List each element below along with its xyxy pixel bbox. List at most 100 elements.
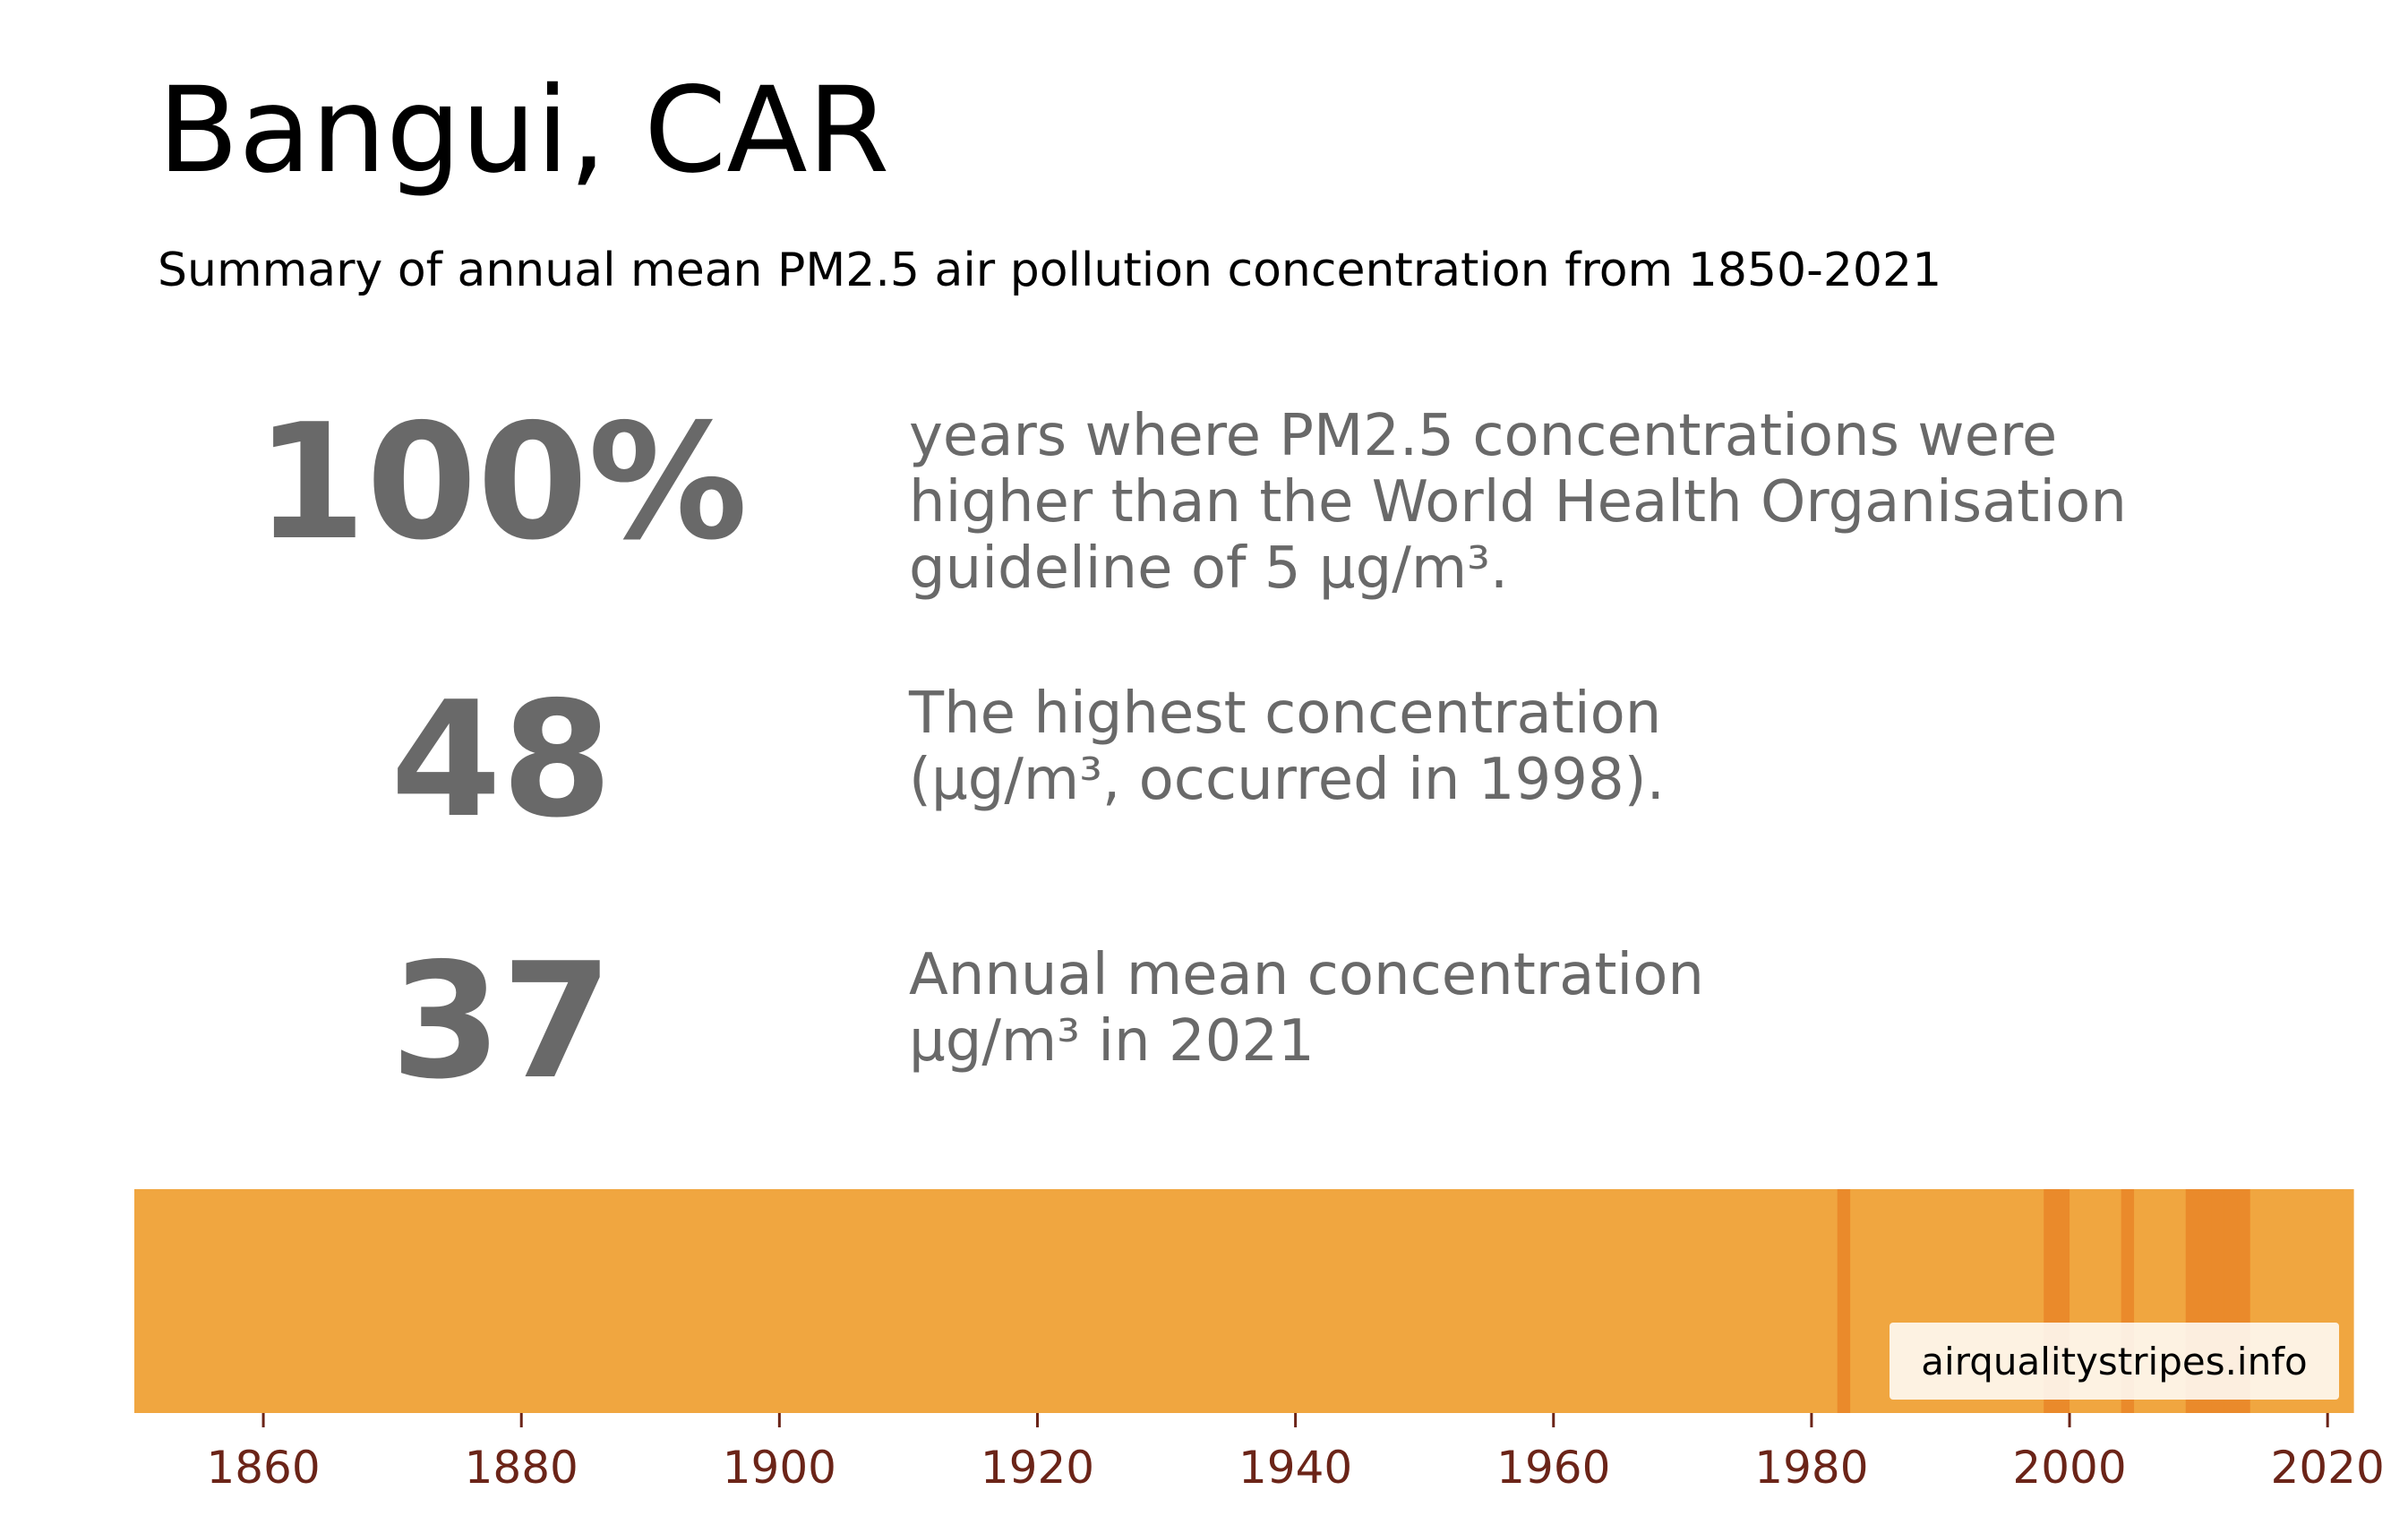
stripe-1877 — [482, 1189, 496, 1413]
stripe-1966 — [1631, 1189, 1645, 1413]
stripe-1867 — [353, 1189, 367, 1413]
stripe-1937 — [1256, 1189, 1271, 1413]
stripe-1944 — [1347, 1189, 1361, 1413]
stripe-1891 — [663, 1189, 677, 1413]
stripe-1888 — [624, 1189, 638, 1413]
stripe-1856 — [211, 1189, 226, 1413]
stripe-1920 — [1037, 1189, 1051, 1413]
stripe-1897 — [741, 1189, 755, 1413]
watermark-label: airqualitystripes.info — [1890, 1323, 2339, 1400]
stripe-1902 — [805, 1189, 819, 1413]
stripe-1850 — [134, 1189, 149, 1413]
stripe-1886 — [598, 1189, 613, 1413]
stripe-1941 — [1308, 1189, 1323, 1413]
stripe-1973 — [1721, 1189, 1735, 1413]
stripe-1922 — [1063, 1189, 1077, 1413]
stripe-1887 — [612, 1189, 626, 1413]
stripe-1909 — [896, 1189, 910, 1413]
stripe-1903 — [818, 1189, 832, 1413]
stripe-1982 — [1837, 1189, 1851, 1413]
stripe-1879 — [508, 1189, 522, 1413]
stat-description: The highest concentration (µg/m³, occurr… — [909, 681, 1665, 813]
stripe-1962 — [1579, 1189, 1593, 1413]
stripe-1862 — [288, 1189, 303, 1413]
stripe-1931 — [1178, 1189, 1193, 1413]
stripe-1866 — [340, 1189, 355, 1413]
stripe-1893 — [689, 1189, 703, 1413]
stripe-1959 — [1540, 1189, 1555, 1413]
stripe-1876 — [469, 1189, 484, 1413]
stripe-1933 — [1204, 1189, 1219, 1413]
stripe-1953 — [1462, 1189, 1477, 1413]
stripe-1917 — [998, 1189, 1013, 1413]
stripe-1863 — [302, 1189, 316, 1413]
stripe-1857 — [224, 1189, 238, 1413]
stripe-1970 — [1682, 1189, 1696, 1413]
x-tick-label: 2000 — [2012, 1442, 2126, 1494]
x-tick-label: 1940 — [1238, 1442, 1352, 1494]
stripe-1905 — [844, 1189, 858, 1413]
stat-description-line: µg/m³ in 2021 — [909, 1008, 1315, 1075]
stripe-1960 — [1553, 1189, 1567, 1413]
stripe-1977 — [1772, 1189, 1787, 1413]
stripe-1971 — [1695, 1189, 1710, 1413]
stripe-1974 — [1734, 1189, 1748, 1413]
stripe-1943 — [1333, 1189, 1348, 1413]
stripe-1854 — [185, 1189, 200, 1413]
stripe-1851 — [147, 1189, 161, 1413]
stat-description-line: (µg/m³, occurred in 1998). — [909, 747, 1665, 813]
stripe-1911 — [921, 1189, 935, 1413]
stripe-1916 — [985, 1189, 999, 1413]
stripe-1864 — [314, 1189, 329, 1413]
x-tick-label: 2020 — [2271, 1442, 2385, 1494]
stripe-1951 — [1437, 1189, 1452, 1413]
stripe-1965 — [1617, 1189, 1632, 1413]
stripe-1882 — [547, 1189, 561, 1413]
stripe-1874 — [443, 1189, 458, 1413]
stripe-1928 — [1140, 1189, 1154, 1413]
x-tick-label: 1900 — [723, 1442, 836, 1494]
stripe-1881 — [534, 1189, 548, 1413]
stripe-1934 — [1218, 1189, 1232, 1413]
stripe-1884 — [572, 1189, 587, 1413]
x-tick-label: 1960 — [1496, 1442, 1610, 1494]
stripe-1913 — [947, 1189, 961, 1413]
stripe-1957 — [1514, 1189, 1529, 1413]
stripe-1853 — [173, 1189, 187, 1413]
stat-description-line: higher than the World Health Organisatio… — [909, 469, 2127, 535]
stat-description-line: Annual mean concentration — [909, 942, 1704, 1008]
stripe-2021 — [2340, 1189, 2354, 1413]
stripe-1915 — [973, 1189, 987, 1413]
stripe-1952 — [1450, 1189, 1464, 1413]
stripe-1979 — [1798, 1189, 1812, 1413]
stripe-1907 — [870, 1189, 884, 1413]
stripe-1870 — [392, 1189, 407, 1413]
stripe-1906 — [856, 1189, 870, 1413]
stripe-1885 — [586, 1189, 600, 1413]
stripe-1896 — [727, 1189, 741, 1413]
stat-value: 100% — [255, 390, 748, 575]
x-axis: 1860 1880 1900 1920 1940 1960 1980 2000 2020 — [206, 1413, 2385, 1494]
page-title: Bangui, CAR — [158, 62, 890, 200]
x-tick-label: 1980 — [1754, 1442, 1868, 1494]
stripe-1948 — [1398, 1189, 1412, 1413]
stripe-1865 — [328, 1189, 342, 1413]
stripe-1900 — [779, 1189, 793, 1413]
stripe-1969 — [1669, 1189, 1684, 1413]
stripe-1889 — [637, 1189, 651, 1413]
x-tick-label: 1880 — [465, 1442, 578, 1494]
stripe-1927 — [1127, 1189, 1142, 1413]
stripe-1910 — [908, 1189, 922, 1413]
stripe-1975 — [1746, 1189, 1761, 1413]
stat-value: 37 — [390, 929, 613, 1114]
stripe-1898 — [753, 1189, 767, 1413]
stat-description-line: The highest concentration — [909, 681, 1662, 747]
stripe-1932 — [1192, 1189, 1206, 1413]
x-tick-label: 1920 — [981, 1442, 1094, 1494]
stripe-1963 — [1591, 1189, 1606, 1413]
x-tick-label: 1860 — [206, 1442, 320, 1494]
stripe-1940 — [1295, 1189, 1309, 1413]
stripe-1925 — [1101, 1189, 1116, 1413]
stripe-1929 — [1153, 1189, 1168, 1413]
stripe-1956 — [1502, 1189, 1516, 1413]
